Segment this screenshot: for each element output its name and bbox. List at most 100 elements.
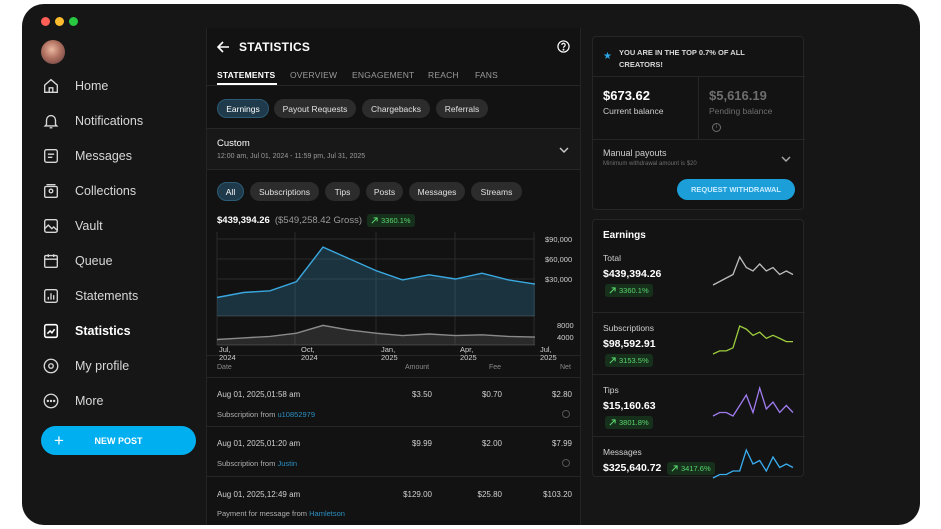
subtab-chargebacks[interactable]: Chargebacks — [362, 99, 430, 118]
tab-engagement[interactable]: ENGAGEMENT — [352, 70, 415, 80]
trend-up-icon — [609, 419, 616, 426]
y-tick-label: 8000 — [557, 321, 574, 330]
row-fee: $0.70 — [481, 390, 502, 399]
sparkline-line — [712, 325, 793, 355]
filter-posts[interactable]: Posts — [366, 182, 403, 201]
row-date: Aug 01, 2025,01:58 am — [217, 390, 301, 399]
x-tick-label: Jul, 2025 — [540, 345, 557, 362]
close-window-dot[interactable] — [41, 17, 50, 26]
trend-up-icon — [609, 287, 616, 294]
page-title: STATISTICS — [239, 40, 311, 54]
more-icon — [43, 393, 59, 409]
sidebar-item-collections[interactable]: Collections — [42, 180, 136, 202]
volume-line — [216, 324, 536, 341]
top-creator-banner: ★ YOU ARE IN THE TOP 0.7% OF ALL CREATOR… — [593, 37, 805, 77]
earnings-row-tips[interactable]: Tips $15,160.63 3801.8% — [593, 374, 805, 436]
filter-messages[interactable]: Messages — [409, 182, 465, 201]
earnings-chart[interactable]: $90,000 $60,000 $30,000 8000 4000 — [207, 228, 581, 346]
x-tick-label: Oct, 2024 — [301, 345, 318, 362]
row-description: Payment for message from Hamletson — [217, 509, 345, 518]
help-icon[interactable] — [557, 40, 570, 53]
sidebar-item-statements[interactable]: Statements — [42, 285, 138, 307]
statistics-icon — [43, 323, 59, 339]
sparkline-line — [712, 255, 794, 286]
sidebar-item-vault[interactable]: Vault — [42, 215, 103, 237]
subtab-earnings[interactable]: Earnings — [217, 99, 269, 118]
new-post-button[interactable]: + NEW POST — [41, 426, 196, 455]
change-badge: 3801.8% — [605, 416, 653, 429]
earnings-value: $98,592.91 — [603, 338, 656, 350]
chevron-down-icon[interactable] — [781, 156, 791, 162]
sidebar-item-statistics[interactable]: Statistics — [42, 320, 131, 342]
tab-reach[interactable]: REACH — [428, 70, 459, 80]
sidebar-item-queue[interactable]: Queue — [42, 250, 113, 272]
divider — [593, 139, 805, 140]
sparkline — [712, 385, 794, 417]
star-icon: ★ — [603, 51, 612, 62]
earnings-title: Earnings — [603, 230, 646, 241]
sidebar-item-more[interactable]: More — [42, 390, 103, 412]
info-icon[interactable]: i — [712, 123, 721, 132]
row-description: Subscription from u10852979 — [217, 410, 315, 419]
sidebar-item-my-profile[interactable]: My profile — [42, 355, 129, 377]
row-description: Subscription from Justin — [217, 459, 298, 468]
row-amount: $129.00 — [403, 490, 432, 499]
minimize-window-dot[interactable] — [55, 17, 64, 26]
net-total: $439,394.26 — [217, 215, 270, 226]
date-range-selector[interactable]: Custom 12:00 am, Jul 01, 2024 - 11:59 pm… — [207, 128, 580, 170]
filter-subscriptions[interactable]: Subscriptions — [250, 182, 319, 201]
divider — [207, 85, 580, 86]
y-tick-label: $90,000 — [545, 235, 572, 244]
back-arrow-icon[interactable] — [217, 41, 230, 53]
earnings-row-subscriptions[interactable]: Subscriptions $98,592.91 3153.5% — [593, 312, 805, 374]
chevron-down-icon — [559, 147, 569, 153]
filter-all[interactable]: All — [217, 182, 244, 201]
active-tab-indicator — [217, 83, 277, 85]
change-badge: 3360.1% — [366, 214, 415, 227]
x-tick-label: Apr, 2025 — [460, 345, 477, 362]
vault-icon — [44, 219, 58, 233]
tab-fans[interactable]: FANS — [475, 70, 499, 80]
current-balance-label: Current balance — [603, 106, 664, 116]
statements-icon — [44, 289, 58, 303]
y-tick-label: 4000 — [557, 333, 574, 342]
avatar[interactable] — [41, 40, 65, 64]
trend-up-icon — [371, 217, 378, 224]
range-dates: 12:00 am, Jul 01, 2024 - 11:59 pm, Jul 3… — [217, 153, 366, 160]
sidebar-item-home[interactable]: Home — [42, 75, 108, 97]
row-date: Aug 01, 2025,01:20 am — [217, 439, 301, 448]
sparkline — [712, 448, 794, 479]
tab-statements[interactable]: STATEMENTS — [217, 70, 276, 80]
change-badge: 3417.6% — [667, 462, 715, 475]
pending-balance: $5,616.19 — [709, 88, 767, 103]
row-net: $7.99 — [551, 439, 572, 448]
row-net: $2.80 — [551, 390, 572, 399]
subtab-payout-requests[interactable]: Payout Requests — [274, 99, 356, 118]
volume-area — [217, 325, 535, 345]
earnings-row-total[interactable]: Total $439,394.26 3360.1% — [593, 250, 805, 312]
x-tick-label: Jan, 2025 — [381, 345, 398, 362]
loading-icon — [562, 410, 570, 418]
collections-icon — [44, 184, 58, 198]
calendar-icon — [44, 254, 58, 268]
app-window: Home Notifications Messages Collections … — [22, 4, 920, 525]
sidebar-item-messages[interactable]: Messages — [42, 145, 132, 167]
plus-icon: + — [54, 431, 64, 450]
bell-icon — [43, 114, 59, 129]
maximize-window-dot[interactable] — [69, 17, 78, 26]
tab-overview[interactable]: OVERVIEW — [290, 70, 338, 80]
earnings-row-messages[interactable]: Messages $325,640.72 3417.6% — [593, 436, 805, 498]
request-withdrawal-button[interactable]: REQUEST WITHDRAWAL — [677, 179, 795, 200]
message-icon — [44, 149, 58, 163]
change-badge: 3360.1% — [605, 284, 653, 297]
subtab-referrals[interactable]: Referrals — [436, 99, 488, 118]
earnings-label: Subscriptions — [603, 323, 655, 333]
user-link[interactable]: Justin — [277, 459, 298, 468]
user-link[interactable]: u10852979 — [277, 410, 315, 419]
sidebar-item-notifications[interactable]: Notifications — [42, 110, 143, 132]
change-badge: 3153.5% — [605, 354, 653, 367]
user-link[interactable]: Hamletson — [309, 509, 345, 518]
y-tick-label: $60,000 — [545, 255, 572, 264]
filter-streams[interactable]: Streams — [471, 182, 522, 201]
filter-tips[interactable]: Tips — [325, 182, 360, 201]
